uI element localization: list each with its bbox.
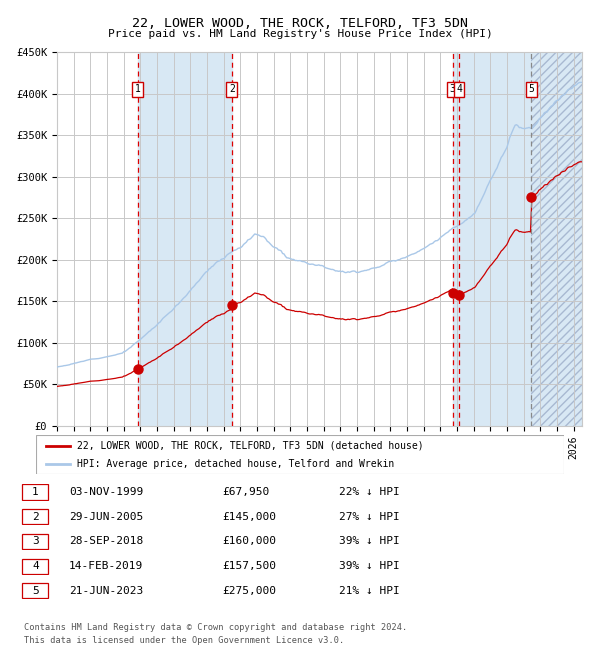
Text: Contains HM Land Registry data © Crown copyright and database right 2024.: Contains HM Land Registry data © Crown c…: [24, 623, 407, 632]
Text: 21% ↓ HPI: 21% ↓ HPI: [339, 586, 400, 596]
Text: 3: 3: [450, 84, 455, 94]
Text: 5: 5: [32, 586, 39, 596]
Text: £145,000: £145,000: [222, 512, 276, 522]
Bar: [532, 52, 582, 426]
Text: 3: 3: [32, 536, 39, 547]
Text: 1: 1: [135, 84, 140, 94]
Bar: [452, 52, 532, 426]
Text: 5: 5: [529, 84, 535, 94]
Text: 22, LOWER WOOD, THE ROCK, TELFORD, TF3 5DN: 22, LOWER WOOD, THE ROCK, TELFORD, TF3 5…: [132, 17, 468, 30]
Text: £275,000: £275,000: [222, 586, 276, 596]
Text: 27% ↓ HPI: 27% ↓ HPI: [339, 512, 400, 522]
Text: 4: 4: [32, 561, 39, 571]
Text: £157,500: £157,500: [222, 561, 276, 571]
Text: 2: 2: [229, 84, 235, 94]
Text: 4: 4: [456, 84, 462, 94]
Bar: [532, 52, 582, 426]
Text: 29-JUN-2005: 29-JUN-2005: [69, 512, 143, 522]
Text: 14-FEB-2019: 14-FEB-2019: [69, 561, 143, 571]
Text: 22, LOWER WOOD, THE ROCK, TELFORD, TF3 5DN (detached house): 22, LOWER WOOD, THE ROCK, TELFORD, TF3 5…: [77, 441, 424, 450]
Text: 21-JUN-2023: 21-JUN-2023: [69, 586, 143, 596]
Text: 1: 1: [32, 487, 39, 497]
Text: 22% ↓ HPI: 22% ↓ HPI: [339, 487, 400, 497]
Text: £160,000: £160,000: [222, 536, 276, 547]
Text: This data is licensed under the Open Government Licence v3.0.: This data is licensed under the Open Gov…: [24, 636, 344, 645]
Bar: [137, 52, 232, 426]
Text: 28-SEP-2018: 28-SEP-2018: [69, 536, 143, 547]
Text: 03-NOV-1999: 03-NOV-1999: [69, 487, 143, 497]
Text: HPI: Average price, detached house, Telford and Wrekin: HPI: Average price, detached house, Telf…: [77, 460, 394, 469]
Text: 39% ↓ HPI: 39% ↓ HPI: [339, 536, 400, 547]
Text: 39% ↓ HPI: 39% ↓ HPI: [339, 561, 400, 571]
Text: 2: 2: [32, 512, 39, 522]
Text: £67,950: £67,950: [222, 487, 269, 497]
Text: Price paid vs. HM Land Registry's House Price Index (HPI): Price paid vs. HM Land Registry's House …: [107, 29, 493, 38]
